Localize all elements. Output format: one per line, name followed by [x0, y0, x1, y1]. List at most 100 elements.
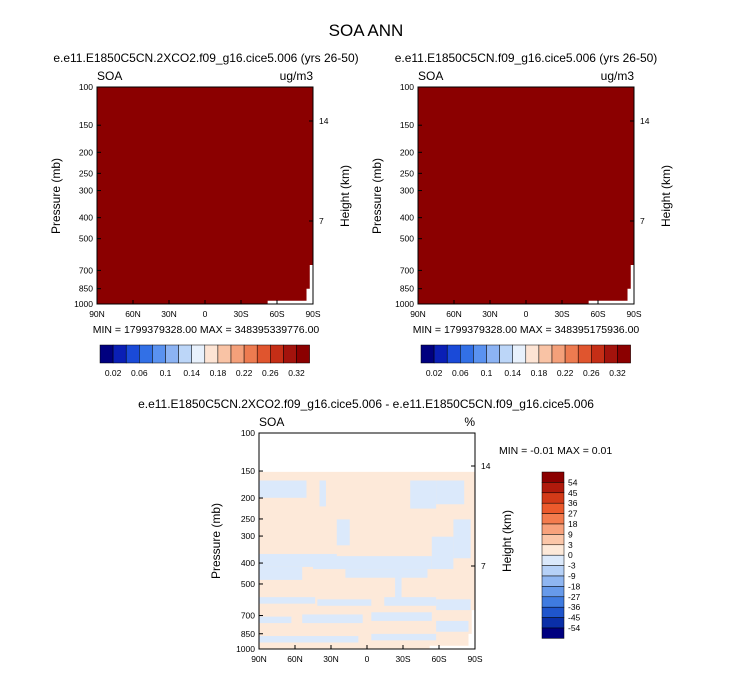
colorbar-label: 3 [568, 540, 573, 550]
y-tick-label: 100 [241, 428, 255, 438]
colorbar-label: 0.14 [183, 368, 200, 378]
colorbar-swatch [541, 544, 565, 556]
x-tick-label: 60S [431, 654, 446, 664]
colorbar-label: 0.1 [481, 368, 493, 378]
panel-2-colorbar: 0.02 0.06 0.1 0.14 0.18 0.22 0.26 0.32 [420, 344, 631, 378]
panel-1-surface-mask [267, 264, 313, 304]
x-tick-label: 90S [467, 654, 482, 664]
colorbar-label: 54 [568, 477, 578, 487]
y-tick-label: 250 [241, 514, 255, 524]
negative-region [371, 633, 437, 641]
colorbar-label: 0.06 [452, 368, 469, 378]
colorbar-swatch [541, 513, 565, 525]
colorbar-label: 0.32 [609, 368, 626, 378]
panel-3-negative-regions [259, 433, 475, 643]
panel-1-left-label: SOA [97, 69, 122, 83]
y-tick-label: 300 [79, 186, 93, 196]
colorbar-swatch [230, 344, 245, 364]
colorbar-swatch [541, 482, 565, 494]
y-tick-label: 250 [79, 168, 93, 178]
y-tick-label: 300 [241, 531, 255, 541]
colorbar-swatch [420, 344, 435, 364]
panel-3-subtitle: e.e11.E1850C5CN.2XCO2.f09_g16.cice5.006 … [138, 397, 594, 411]
colorbar-swatch [541, 554, 565, 566]
negative-region [345, 569, 428, 578]
colorbar-label: 0.26 [583, 368, 600, 378]
colorbar-swatch [541, 523, 565, 535]
colorbar-swatch [191, 344, 206, 364]
negative-region [259, 566, 303, 580]
negative-region [453, 519, 471, 559]
x-tick-label: 90N [89, 309, 105, 319]
y-tick-label: 850 [400, 284, 414, 294]
negative-region [313, 556, 432, 570]
colorbar-label: 0.02 [105, 368, 122, 378]
y-tick-label: 500 [400, 234, 414, 244]
colorbar-label: 9 [568, 529, 573, 539]
negative-region [259, 480, 307, 498]
upper-blank-region [259, 433, 475, 472]
colorbar-swatch [541, 606, 565, 618]
y-tick-label: 1000 [236, 644, 255, 654]
colorbar-swatch [617, 344, 631, 364]
y-tick-label: 400 [400, 213, 414, 223]
panel-2-subtitle: e.e11.E1850C5CN.f09_g16.cice5.006 (yrs 2… [395, 51, 658, 65]
y-tick-label: 400 [79, 213, 93, 223]
colorbar-swatch [178, 344, 192, 364]
x-tick-label: 30N [161, 309, 177, 319]
colorbar-swatch [541, 586, 565, 598]
colorbar-swatch [460, 344, 474, 364]
colorbar-swatch [541, 596, 565, 608]
panel-1-ylabel: Pressure (mb) [49, 158, 63, 234]
panel-2-min-max: MIN = 1799379328.00 MAX = 348395175936.0… [413, 324, 640, 336]
panel-3: e.e11.E1850C5CN.2XCO2.f09_g16.cice5.006 … [138, 397, 612, 664]
colorbar-swatch [217, 344, 232, 364]
height-tick-label: 7 [640, 216, 645, 226]
colorbar-swatch [538, 344, 553, 364]
panel-2-ylabel: Pressure (mb) [370, 158, 384, 234]
x-tick-label: 90N [410, 309, 426, 319]
colorbar-swatch [541, 617, 565, 629]
colorbar-swatch [541, 492, 565, 504]
colorbar-swatch [433, 344, 448, 364]
negative-region [431, 536, 454, 570]
panel-2-left-label: SOA [418, 69, 443, 83]
x-tick-label: 0 [524, 309, 529, 319]
x-tick-label: 60N [287, 654, 303, 664]
y-tick-label: 100 [79, 82, 93, 92]
height-tick-label: 14 [319, 116, 329, 126]
colorbar-label: 0.18 [210, 368, 227, 378]
colorbar-swatch [591, 344, 605, 364]
colorbar-swatch [541, 471, 565, 483]
negative-region [384, 597, 437, 606]
colorbar-label: 36 [568, 498, 578, 508]
panel-1-subtitle: e.e11.E1850C5CN.2XCO2.f09_g16.cice5.006 … [53, 51, 358, 65]
panel-1: e.e11.E1850C5CN.2XCO2.f09_g16.cice5.006 … [49, 51, 359, 378]
x-tick-label: 30S [233, 309, 248, 319]
colorbar-swatch [541, 534, 565, 546]
panel-3-surface-mask [429, 610, 475, 649]
panel-3-min-max: MIN = -0.01 MAX = 0.01 [499, 445, 612, 457]
x-tick-label: 90S [305, 309, 320, 319]
colorbar-swatch [564, 344, 579, 364]
y-tick-label: 1000 [395, 299, 414, 309]
colorbar-swatch [296, 344, 310, 364]
x-tick-label: 60S [590, 309, 605, 319]
x-tick-label: 90N [251, 654, 267, 664]
colorbar-label: 45 [568, 488, 578, 498]
y-tick-label: 500 [79, 234, 93, 244]
y-tick-label: 150 [79, 120, 93, 130]
x-tick-label: 60N [446, 309, 462, 319]
colorbar-swatch [604, 344, 618, 364]
panel-3-left-label: SOA [259, 415, 284, 429]
panel-1-height-label: Height (km) [338, 165, 352, 227]
panel-1-field [97, 87, 313, 304]
y-tick-label: 200 [79, 147, 93, 157]
colorbar-label: 0.06 [131, 368, 148, 378]
y-tick-label: 300 [400, 186, 414, 196]
colorbar-label: -54 [568, 623, 581, 633]
colorbar-label: 0.22 [236, 368, 253, 378]
colorbar-swatch [283, 344, 297, 364]
